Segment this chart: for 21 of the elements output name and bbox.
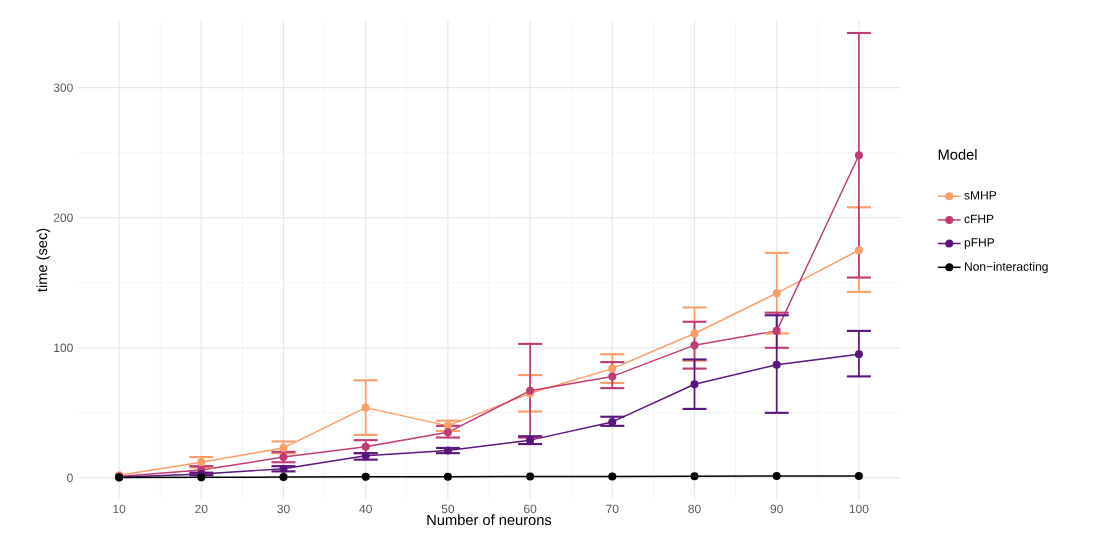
x-tick-label: 100 bbox=[849, 504, 869, 514]
legend-label: cFHP bbox=[964, 214, 994, 224]
y-tick-label: 200 bbox=[53, 213, 73, 222]
y-tick-label: 100 bbox=[54, 343, 73, 353]
legend-label: sMHP bbox=[964, 191, 997, 200]
y-tick-label: 0 bbox=[67, 473, 73, 483]
x-tick-label: 40 bbox=[359, 504, 372, 514]
x-tick-label: 30 bbox=[277, 504, 290, 514]
x-tick-label: 80 bbox=[688, 504, 701, 514]
x-tick-label: 70 bbox=[606, 504, 619, 514]
x-tick-label: 10 bbox=[113, 504, 126, 514]
y-axis-title: time (sec) bbox=[36, 228, 51, 292]
x-tick-label: 20 bbox=[195, 504, 208, 514]
x-tick-label: 90 bbox=[770, 504, 783, 514]
x-tick-label: 60 bbox=[524, 504, 537, 514]
legend-label: pFHP bbox=[964, 238, 995, 250]
legend-title: Model bbox=[938, 149, 977, 160]
x-tick-label: 50 bbox=[441, 504, 455, 514]
x-axis-title: Number of neurons bbox=[427, 514, 552, 526]
legend-label: Non−interacting bbox=[965, 261, 1048, 274]
y-tick-label: 300 bbox=[53, 83, 73, 92]
